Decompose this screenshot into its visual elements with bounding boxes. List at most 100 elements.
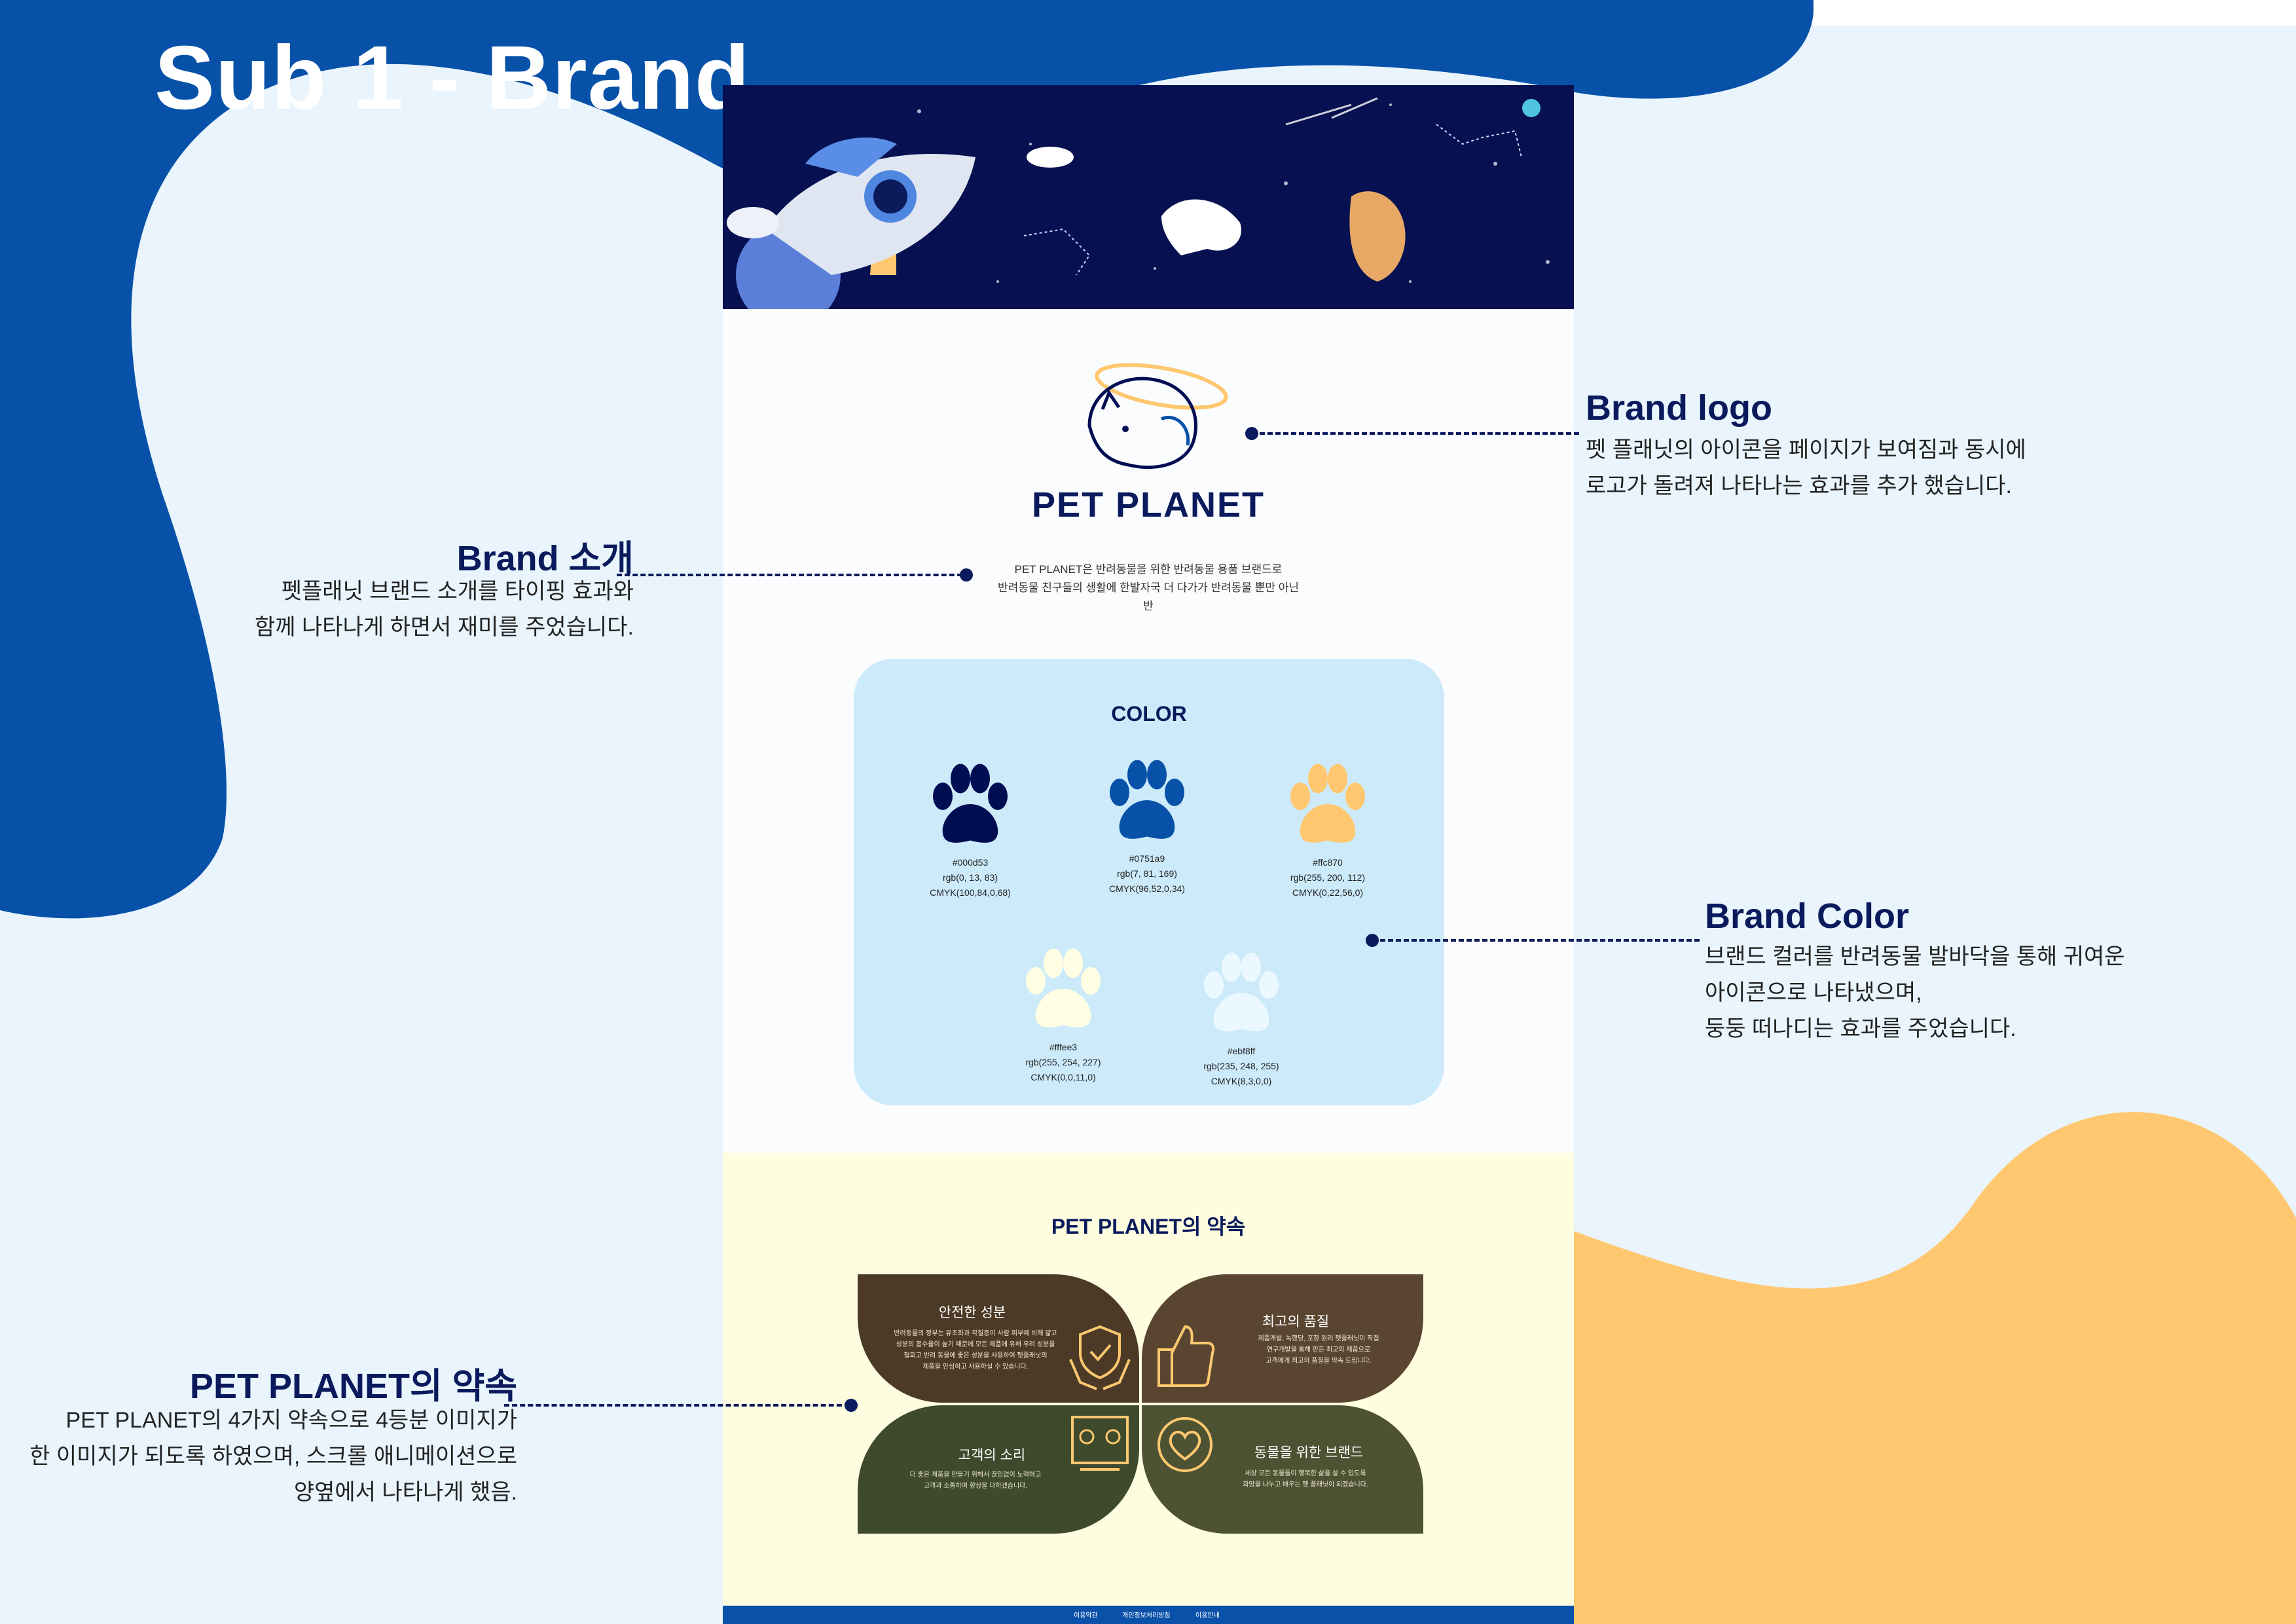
intro-line: 반려동물 친구들의 생활에 한발자국 더 다가가 반려동물 뿐만 아닌	[997, 581, 1300, 594]
color-cmyk: CMYK(0,0,11,0)	[1030, 1072, 1096, 1082]
desc-line: 더 좋은 제품을 만들기 위해서 끊임없이 노력하고	[909, 1471, 1042, 1479]
desc-line: 제품을 안심하고 사용하실 수 있습니다.	[922, 1363, 1029, 1371]
annotation-line: PET PLANET의 4가지 약속으로 4등분 이미지가	[65, 1408, 517, 1433]
yellow-blob	[1574, 1112, 2296, 1624]
promise-card: 최고의 품질 제품개발, 녹했당, 포장 원리 펫플래닛이 직접 연구개발을 통…	[1142, 1274, 1423, 1403]
connector-dot	[1245, 427, 1258, 440]
color-cmyk: CMYK(100,84,0,68)	[930, 887, 1011, 898]
intro-line: 반	[1143, 600, 1154, 612]
footer-bar: 이용약관 개인정보처리방침 이용안내	[723, 1606, 1574, 1624]
color-swatch: #fffee3 rgb(255, 254, 227) CMYK(0,0,11,0…	[985, 942, 1142, 1085]
heart-circle-icon	[1157, 1417, 1212, 1472]
promise-card: 고객의 소리 더 좋은 제품을 만들기 위해서 끊임없이 노력하고 고객과 소통…	[858, 1405, 1139, 1534]
page-title: Sub 1 - Brand	[155, 28, 751, 128]
promise-section: PET PLANET의 약속 안전한 성분 반려동물의 정부는 유조화과 각질층…	[723, 1153, 1574, 1606]
desc-line: 세상 모든 동물들이 행복한 삶을 살 수 있도록	[1245, 1470, 1366, 1477]
annotation-text: 브랜드 컬러를 반려동물 발바닥을 통해 귀여운 아이콘으로 나타냈으며, 둥둥…	[1705, 939, 2125, 1047]
space-illustration	[736, 97, 1550, 309]
promise-card: 안전한 성분 반려동물의 정부는 유조화과 각질층이 사람 피부에 비해 얇고 …	[858, 1274, 1139, 1403]
annotation-line: 브랜드 컬러를 반려동물 발바닥을 통해 귀여운	[1705, 944, 2125, 969]
brand-intro-text: PET PLANET은 반려동물을 위한 반려동물 용품 브랜드로 반려동물 친…	[972, 561, 1325, 616]
site-mockup: PET PLANET PET PLANET은 반려동물을 위한 반려동물 용품 …	[723, 85, 1574, 1624]
connector-line	[1252, 432, 1579, 435]
connector-dot	[960, 568, 973, 581]
paw-shape	[1204, 952, 1279, 1031]
promise-card-title: 고객의 소리	[958, 1448, 1026, 1463]
blue-blob	[0, 0, 1814, 919]
footer-link-terms[interactable]: 이용약관	[1074, 1612, 1098, 1619]
color-rgb: rgb(255, 200, 112)	[1290, 872, 1366, 883]
brand-logo-text: PET PLANET	[1031, 485, 1266, 525]
color-rgb: rgb(235, 248, 255)	[1203, 1061, 1279, 1071]
connector-line	[1372, 939, 1700, 942]
paw-icon	[933, 764, 1008, 843]
annotation-heading: Brand 소개	[456, 539, 634, 578]
annotation-heading: PET PLANET의 약속	[189, 1367, 517, 1406]
color-cmyk: CMYK(0,22,56,0)	[1292, 887, 1364, 898]
color-rgb: rgb(0, 13, 83)	[942, 872, 998, 883]
desc-line: 제품개발, 녹했당, 포장 원리 펫플래닛이 직접	[1258, 1335, 1379, 1342]
top-right-white	[1813, 0, 2296, 26]
desc-line: 연구개발을 통해 만든 최고의 제품으로	[1266, 1346, 1371, 1354]
color-swatch: #000d53 rgb(0, 13, 83) CMYK(100,84,0,68)	[892, 757, 1049, 900]
promise-card-desc: 반려동물의 정부는 유조화과 각질층이 사람 피부에 비해 얇고 성분의 흡수율…	[884, 1328, 1067, 1373]
promise-card-title: 최고의 품질	[1262, 1314, 1330, 1329]
intro-line: PET PLANET은 반려동물을 위한 반려동물 용품 브랜드로	[1014, 563, 1283, 576]
paw-shape	[1290, 764, 1365, 843]
annotation-line: 아이콘으로 나타냈으며,	[1705, 980, 1922, 1005]
annotation-line: 펫 플래닛의 아이콘을 페이지가 보여짐과 동시에	[1586, 437, 2026, 462]
color-hex: #fffee3	[1049, 1042, 1078, 1052]
thumbs-up-icon	[1157, 1325, 1215, 1387]
desc-line: 철회고 반려 동물에 좋은 성분을 사용하여 펫플래닛의	[903, 1352, 1048, 1359]
promise-card-desc: 제품개발, 녹했당, 포장 원리 펫플래닛이 직접 연구개발을 통해 만든 최고…	[1227, 1333, 1410, 1367]
color-hex: #000d53	[952, 857, 989, 868]
annotation-line: 둥둥 떠나디는 효과를 주었습니다.	[1705, 1016, 2016, 1041]
connector-line	[617, 574, 970, 576]
paw-icon	[1290, 764, 1365, 843]
promise-card-desc: 더 좋은 제품을 만들기 위해서 끊임없이 노력하고 고객과 소통하여 향상을 …	[884, 1469, 1067, 1492]
promise-card-desc: 세상 모든 동물들이 행복한 삶을 살 수 있도록 희망을 나누고 배우는 펫 …	[1214, 1468, 1397, 1490]
desc-line: 성분의 흡수율이 높기 때문에 모든 제품에 유해 우려 성분을	[896, 1341, 1055, 1348]
shield-hands-icon	[1069, 1325, 1131, 1390]
connector-dot	[845, 1399, 858, 1412]
annotation-line: 펫플래닛 브랜드 소개를 타이핑 효과와	[281, 579, 634, 604]
annotation-text: 펫 플래닛의 아이콘을 페이지가 보여짐과 동시에 로고가 돌려져 나타나는 효…	[1586, 432, 2026, 504]
annotation-line: 로고가 돌려져 나타나는 효과를 추가 했습니다.	[1586, 473, 2012, 498]
connector-dot	[1366, 934, 1379, 947]
annotation-heading: Brand Color	[1705, 896, 1910, 936]
annotation-line: 양옆에서 나타나게 했음.	[293, 1480, 517, 1505]
color-hex: #0751a9	[1129, 853, 1165, 864]
color-section-title: COLOR	[1111, 702, 1187, 726]
annotation-line: 한 이미지가 되도록 하였으며, 스크롤 애니메이션으로	[29, 1444, 517, 1469]
color-hex: #ffc870	[1313, 857, 1343, 868]
annotation-text: 펫플래닛 브랜드 소개를 타이핑 효과와 함께 나타나게 하면서 재미를 주었습…	[175, 574, 634, 646]
paw-shape	[933, 764, 1008, 843]
paw-icon	[1204, 952, 1279, 1031]
color-swatch: #ebf8ff rgb(235, 248, 255) CMYK(8,3,0,0)	[1163, 946, 1320, 1089]
footer-link-privacy[interactable]: 개인정보처리방침	[1122, 1612, 1171, 1619]
color-section: COLOR #000d53 rgb(0, 13, 83) CMYK(100,84…	[854, 659, 1444, 1105]
paw-icon	[1110, 760, 1184, 839]
annotation-heading: Brand logo	[1586, 388, 1772, 428]
rocket-icon	[727, 138, 975, 275]
color-cmyk: CMYK(8,3,0,0)	[1211, 1076, 1272, 1086]
color-hex: #ebf8ff	[1227, 1046, 1256, 1056]
promise-section-title: PET PLANET의 약속	[1051, 1215, 1246, 1238]
brand-logo-icon	[1063, 347, 1233, 563]
color-swatch: #0751a9 rgb(7, 81, 169) CMYK(96,52,0,34)	[1068, 753, 1226, 896]
annotation-line: 함께 나타나게 하면서 재미를 주었습니다.	[255, 615, 634, 640]
color-swatch: #ffc870 rgb(255, 200, 112) CMYK(0,22,56,…	[1249, 757, 1406, 900]
promise-card-title: 동물을 위한 브랜드	[1254, 1445, 1364, 1460]
promise-card-title: 안전한 성분	[938, 1305, 1006, 1320]
desc-line: 반려동물의 정부는 유조화과 각질층이 사람 피부에 비해 얇고	[894, 1330, 1057, 1337]
paw-shape	[1110, 760, 1184, 839]
color-rgb: rgb(255, 254, 227)	[1025, 1057, 1101, 1067]
paw-icon	[1026, 948, 1101, 1027]
footer-link-guide[interactable]: 이용안내	[1195, 1612, 1220, 1619]
color-cmyk: CMYK(96,52,0,34)	[1109, 883, 1185, 894]
paw-shape	[1026, 948, 1101, 1027]
color-rgb: rgb(7, 81, 169)	[1117, 868, 1177, 879]
annotation-text: PET PLANET의 4가지 약속으로 4등분 이미지가 한 이미지가 되도록…	[7, 1403, 517, 1511]
promise-card: 동물을 위한 브랜드 세상 모든 동물들이 행복한 삶을 살 수 있도록 희망을…	[1142, 1405, 1423, 1534]
